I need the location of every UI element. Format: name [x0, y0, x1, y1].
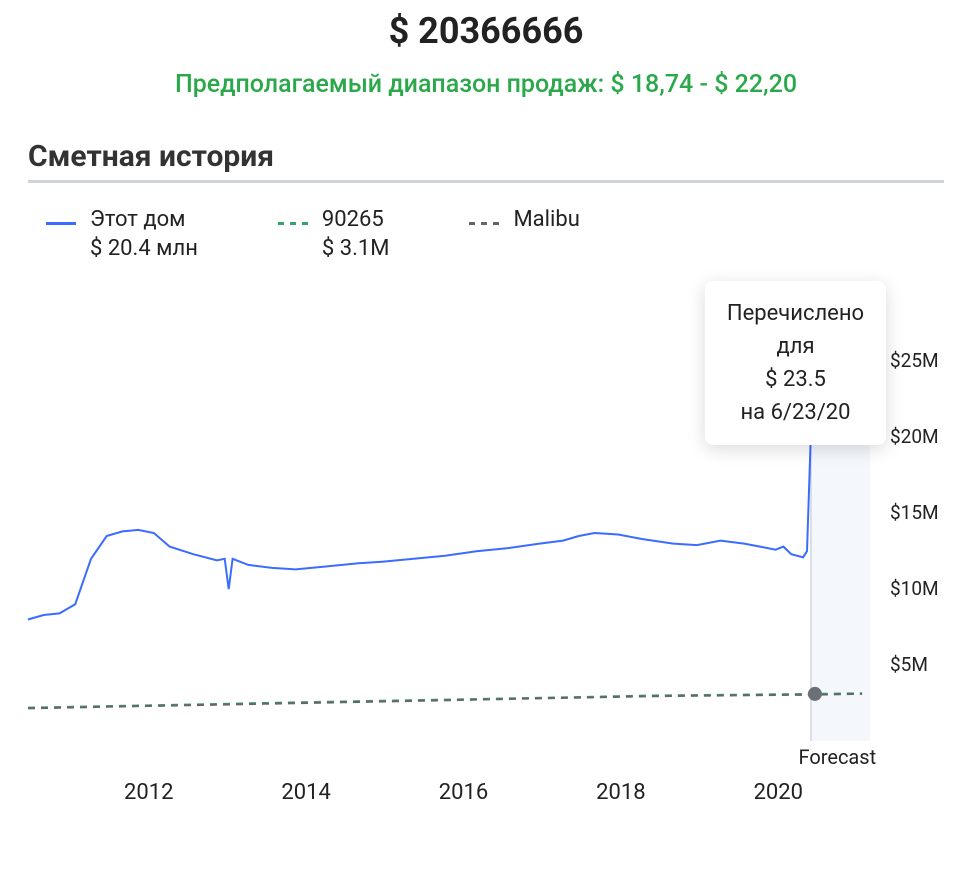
legend-label: 90265: [322, 207, 390, 232]
tooltip-line: Перечислено: [727, 297, 864, 330]
legend-swatch-zip: [278, 222, 308, 225]
tooltip-line: $ 23.5: [727, 363, 864, 396]
x-axis: 2012 2014 2016 2018 2020: [0, 780, 972, 806]
y-tick: $25M: [890, 349, 939, 372]
forecast-label: Forecast: [798, 745, 876, 769]
legend-value: $ 3.1M: [322, 236, 390, 261]
range-label: Предполагаемый диапазон продаж:: [175, 70, 610, 99]
legend-swatch-city: [469, 222, 499, 225]
range-value: $ 18,74 - $ 22,20: [610, 70, 797, 99]
x-tick: 2014: [281, 780, 330, 805]
sales-range: Предполагаемый диапазон продаж: $ 18,74 …: [0, 70, 972, 99]
x-tick: 2016: [439, 780, 488, 805]
x-tick: 2012: [124, 780, 173, 805]
chart-legend: Этот дом $ 20.4 млн 90265 $ 3.1M Malibu: [46, 207, 972, 261]
y-tick: $15M: [890, 501, 939, 524]
legend-value: $ 20.4 млн: [90, 236, 198, 261]
x-tick: 2018: [596, 780, 645, 805]
legend-item-this-home[interactable]: Этот дом $ 20.4 млн: [46, 207, 198, 261]
y-axis: $25M $20M $15M $10M $5M: [890, 271, 960, 831]
legend-item-city[interactable]: Malibu: [469, 207, 579, 261]
y-tick: $5M: [890, 653, 928, 676]
tooltip-line: для: [727, 330, 864, 363]
x-tick: 2020: [754, 780, 803, 805]
legend-swatch-this-home: [46, 222, 76, 225]
legend-label: Этот дом: [90, 207, 198, 232]
divider: [28, 180, 944, 183]
history-chart[interactable]: $25M $20M $15M $10M $5M 2012 2014 2016 2018 2020…: [0, 271, 972, 831]
section-title-history: Сметная история: [28, 139, 972, 174]
tooltip-line: на 6/23/20: [727, 396, 864, 429]
legend-item-zip[interactable]: 90265 $ 3.1M: [278, 207, 390, 261]
legend-label: Malibu: [513, 207, 579, 232]
chart-tooltip: Перечислено для $ 23.5 на 6/23/20: [705, 281, 886, 445]
y-tick: $20M: [890, 425, 939, 448]
main-value: $ 20366666: [0, 0, 972, 52]
y-tick: $10M: [890, 577, 939, 600]
